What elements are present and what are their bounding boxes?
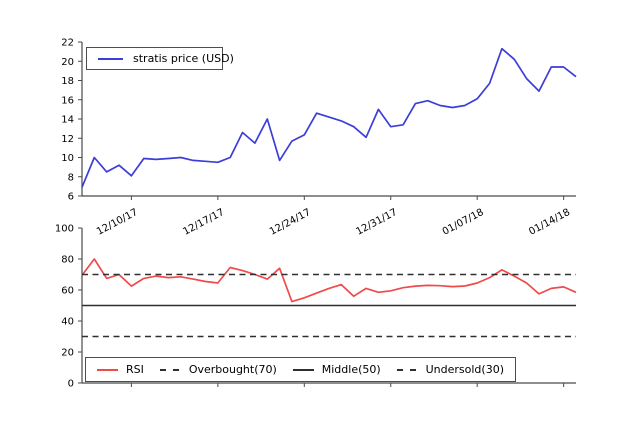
- y-tick-label: 6: [68, 192, 74, 203]
- x-tick-label: 12/10/17: [95, 207, 140, 238]
- price-legend-label: stratis price (USD): [133, 52, 234, 65]
- y-tick-label: 12: [61, 134, 74, 145]
- y-tick-label: 20: [61, 57, 74, 68]
- undersold-legend-label: Undersold(30): [425, 363, 504, 376]
- y-tick-label: 40: [61, 317, 74, 328]
- y-tick-label: 16: [61, 95, 74, 106]
- y-tick-label: 100: [55, 224, 74, 235]
- price-legend: stratis price (USD): [86, 47, 234, 70]
- y-tick-label: 0: [68, 379, 74, 390]
- x-tick-label: 01/14/18: [527, 207, 572, 238]
- x-tick-label: 12/31/17: [354, 207, 399, 238]
- overbought-line-swatch: [159, 368, 181, 371]
- x-tick-label: 12/24/17: [268, 207, 313, 238]
- y-tick-label: 14: [61, 115, 74, 126]
- rsi-legend-item-undersold: Undersold(30): [396, 363, 504, 376]
- overbought-legend-label: Overbought(70): [188, 363, 277, 376]
- middle-legend-label: Middle(50): [321, 363, 381, 376]
- middle-line-swatch: [292, 368, 314, 371]
- rsi-legend-label: RSI: [126, 363, 144, 376]
- y-tick-label: 80: [61, 255, 74, 266]
- stratis-price-usd--line: [81, 47, 577, 188]
- undersold-line-swatch: [396, 368, 418, 371]
- rsi-legend-item-overbought: Overbought(70): [159, 363, 277, 376]
- rsi-legend-item-middle: Middle(50): [292, 363, 381, 376]
- x-tick-label: 01/07/18: [441, 207, 486, 238]
- y-tick-label: 22: [61, 38, 74, 49]
- x-tick-label: 12/17/17: [181, 207, 226, 238]
- rsi-legend-item-rsi: RSI: [97, 363, 144, 376]
- y-tick-label: 20: [61, 348, 74, 359]
- y-tick-label: 18: [61, 76, 74, 87]
- y-tick-label: 10: [61, 153, 74, 164]
- rsi-line: [81, 258, 577, 303]
- y-tick-label: 8: [68, 172, 74, 183]
- rsi-legend: RSI Overbought(70) Middle(50) Undersold(…: [85, 357, 516, 382]
- rsi-line-swatch: [97, 368, 118, 371]
- y-tick-label: 60: [61, 286, 74, 297]
- price-line-swatch: [98, 57, 123, 60]
- rsi-plot: 0 20 40 60 80 100: [55, 224, 577, 390]
